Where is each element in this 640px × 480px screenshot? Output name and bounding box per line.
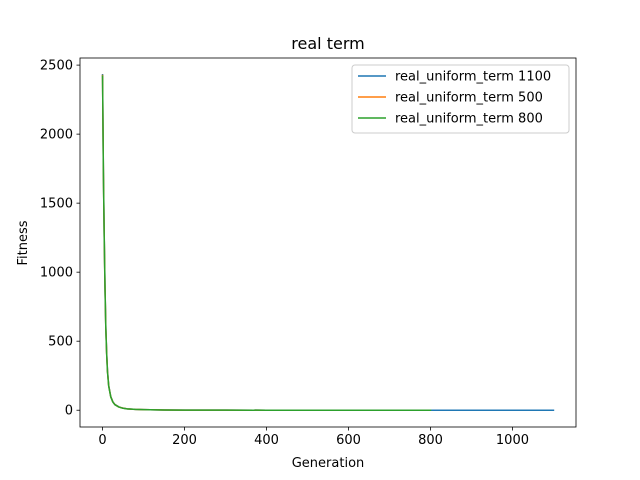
series-line-3: [101, 75, 432, 411]
x-tick-label: 800: [418, 433, 443, 448]
x-tick-label: 0: [98, 433, 106, 448]
x-tick-label: 200: [172, 433, 197, 448]
legend-label-2: real_uniform_term 500: [395, 91, 543, 106]
y-axis-label: Fitness: [16, 220, 31, 265]
x-tick-label: 1000: [496, 433, 529, 448]
x-tick-label: 400: [254, 433, 279, 448]
legend-label-1: real_uniform_term 1100: [395, 70, 551, 85]
legend: real_uniform_term 1100 real_uniform_term …: [351, 64, 570, 134]
y-tick-label: 500: [48, 335, 73, 350]
y-tick-label: 0: [65, 404, 73, 419]
y-tick-label: 2500: [40, 59, 73, 74]
legend-frame: [351, 64, 570, 134]
y-tick-label: 1500: [40, 197, 73, 212]
y-tick-label: 1000: [40, 266, 73, 281]
x-axis-label: Generation: [292, 456, 365, 471]
y-tick-label: 2000: [40, 128, 73, 143]
chart-title: real term: [291, 34, 364, 53]
legend-label-3: real_uniform_term 800: [395, 112, 543, 127]
x-tick-label: 600: [336, 433, 361, 448]
plot-area: 0 200 400 600 800 1000 0 500 1000 1500 2000 2500: [40, 57, 577, 448]
axes-frame: [79, 57, 577, 428]
